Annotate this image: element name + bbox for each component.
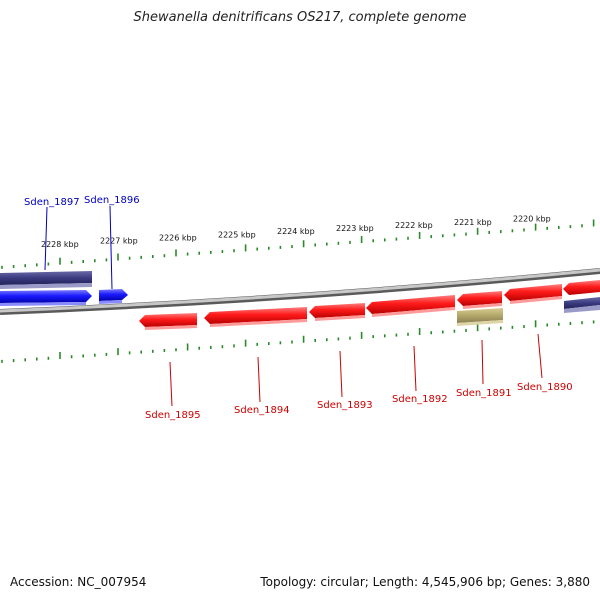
gene-label-sden-1897[interactable]: Sden_1897	[24, 197, 80, 208]
ruler-label: 2226 kbp	[159, 234, 197, 243]
backbone	[0, 268, 600, 313]
gene-arrow-sden-1890[interactable]	[504, 284, 562, 304]
leader-line-sden-1893	[339, 350, 343, 398]
ruler-label: 2220 kbp	[513, 215, 551, 224]
ruler-label: 2224 kbp	[277, 227, 315, 236]
gene-arrow-sden-1895[interactable]	[139, 313, 197, 330]
leader-line-sden-1897	[44, 206, 48, 271]
ruler-label: 2223 kbp	[336, 224, 374, 233]
gene-arrow-sden-1894[interactable]	[204, 307, 307, 327]
khaki-feature[interactable]	[457, 308, 503, 326]
gene-arrow-sden-1893[interactable]	[309, 303, 365, 321]
leader-line-sden-1892	[413, 345, 417, 392]
accession-label: Accession: NC_007954	[10, 575, 147, 589]
navy-feature-left[interactable]	[0, 271, 92, 289]
inner-ruler-ticks	[1, 320, 595, 363]
ruler-label: 2227 kbp	[100, 237, 138, 246]
gene-label-sden-1893[interactable]: Sden_1893	[317, 400, 373, 411]
gene-label-sden-1892[interactable]: Sden_1892	[392, 394, 448, 405]
gene-arrow-sden-1897[interactable]	[0, 290, 92, 306]
gene-label-sden-1896[interactable]: Sden_1896	[84, 195, 140, 206]
gene-arrow-sden-1891[interactable]	[457, 291, 502, 309]
genome-summary: Topology: circular; Length: 4,545,906 bp…	[260, 575, 590, 589]
leader-line-sden-1894	[257, 356, 261, 403]
gene-label-sden-1895[interactable]: Sden_1895	[145, 410, 201, 421]
gene-arrow-sden-1896[interactable]	[99, 289, 128, 304]
map-title: Shewanella denitrificans OS217, complete…	[133, 10, 467, 25]
outer-ruler-ticks	[1, 219, 595, 269]
leader-line-sden-1891	[481, 339, 484, 385]
ruler-label: 2225 kbp	[218, 230, 256, 239]
leader-line-sden-1890	[537, 333, 543, 379]
ruler-label: 2222 kbp	[395, 221, 433, 230]
gene-label-sden-1894[interactable]: Sden_1894	[234, 405, 290, 416]
navy-feature-right[interactable]	[564, 297, 600, 313]
ruler-label: 2221 kbp	[454, 218, 492, 227]
gene-label-sden-1890[interactable]: Sden_1890	[517, 382, 573, 393]
leader-line-sden-1896	[109, 205, 113, 290]
leader-line-sden-1895	[169, 361, 173, 407]
ruler-label: 2228 kbp	[41, 240, 79, 249]
ruler-labels: 2228 kbp 2227 kbp 2226 kbp 2225 kbp 2224 kbp…	[41, 215, 551, 249]
gene-arrow-sden-1892[interactable]	[366, 295, 455, 317]
gene-label-sden-1891[interactable]: Sden_1891	[456, 388, 512, 399]
gene-arrow-partial-right[interactable]	[563, 280, 600, 295]
